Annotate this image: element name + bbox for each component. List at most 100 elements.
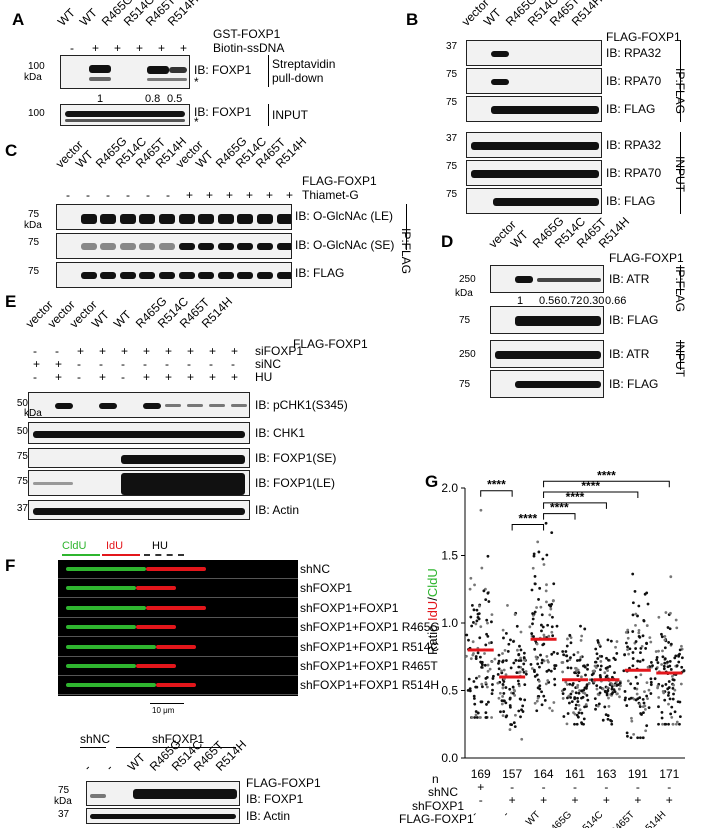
g-point-2-13 [539, 623, 543, 627]
g-point-6-18 [657, 615, 661, 619]
fiber-scale-bar: 10 μm [152, 706, 175, 715]
g-point-4-14 [610, 675, 614, 679]
g-point-2-96 [544, 589, 548, 593]
g-point-5-91 [641, 634, 645, 638]
g-point-0-9 [486, 663, 490, 667]
g-point-0-39 [479, 508, 483, 512]
panel-b-input-side: INPUT [673, 156, 687, 192]
g-point-5-30 [630, 719, 634, 723]
g-point-6-79 [663, 646, 667, 650]
panel-b-input-label-2: IB: FLAG [606, 194, 656, 208]
g-point-4-109 [594, 647, 598, 651]
g-point-5-11 [633, 590, 637, 593]
g-point-4-106 [605, 691, 609, 695]
g-point-4-89 [618, 681, 622, 685]
g-point-1-70 [512, 661, 516, 665]
panel-f-actin-blot [86, 808, 240, 824]
g-point-0-26 [466, 688, 470, 692]
g-point-6-93 [657, 649, 660, 653]
g-point-2-35 [554, 664, 558, 667]
g-point-2-73 [530, 588, 534, 592]
g-n-2: 164 [534, 767, 554, 781]
g-point-6-48 [679, 682, 683, 686]
g-point-2-40 [532, 554, 536, 558]
g-point-1-40 [502, 692, 506, 695]
g-point-1-71 [524, 672, 528, 676]
panel-a-side-streptavidin: Streptavidin [272, 57, 336, 71]
g-point-5-17 [631, 657, 635, 660]
g-n-3: 161 [565, 767, 585, 781]
g-point-6-31 [655, 656, 659, 659]
g-point-2-103 [547, 603, 551, 607]
g-point-4-35 [610, 722, 614, 726]
g-point-4-54 [618, 687, 621, 691]
panel-c-band-2-2 [100, 272, 117, 279]
g-point-1-73 [520, 708, 523, 712]
g-point-1-84 [513, 689, 517, 693]
g-point-2-1 [550, 531, 554, 535]
g-point-6-59 [668, 697, 672, 701]
g-point-6-60 [674, 722, 678, 726]
panel-e-row-0-val-6: + [165, 344, 173, 358]
panel-c-band-0-9 [237, 214, 254, 224]
g-point-2-51 [537, 679, 541, 683]
panel-a-pulldown-blot [60, 55, 190, 89]
g-point-1-31 [504, 659, 508, 662]
g-point-1-74 [515, 671, 519, 675]
g-point-4-82 [613, 658, 617, 662]
g-flag-6: R514H [639, 809, 669, 828]
g-point-1-109 [508, 697, 512, 701]
g-point-0-74 [475, 619, 479, 623]
g-point-6-40 [661, 684, 664, 688]
g-point-0-77 [484, 677, 488, 680]
panel-d-input-mw-1: 75 [459, 379, 471, 390]
g-point-0-106 [467, 677, 471, 681]
panel-c-band-2-4 [139, 272, 156, 279]
panel-a-quant-2: 0.8 [145, 93, 161, 105]
panel-d-input-blot-0 [490, 340, 604, 368]
panel-c-pm-6: + [186, 188, 194, 202]
g-point-0-97 [475, 676, 478, 680]
g-point-5-59 [642, 711, 645, 715]
g-point-1-51 [519, 630, 523, 634]
g-point-6-65 [657, 722, 660, 726]
g-ytick-label-3: 1.5 [441, 549, 458, 563]
g-point-0-42 [490, 660, 494, 664]
g-point-2-61 [551, 615, 554, 619]
panel-f-lane-2: WT [124, 750, 148, 774]
g-point-3-28 [567, 701, 571, 705]
g-point-1-101 [512, 640, 515, 643]
g-point-2-69 [548, 706, 552, 710]
panel-e-row-0-val-0: - [33, 344, 37, 358]
g-point-0-10 [468, 687, 472, 690]
panel-c-ib-3: IB: FLAG [295, 266, 345, 280]
g-point-5-73 [633, 686, 637, 690]
panel-e-row-2-val-1: + [55, 370, 63, 384]
panel-e-row-1-val-1: + [55, 357, 63, 371]
g-point-2-108 [536, 696, 540, 700]
g-point-0-58 [474, 657, 478, 661]
g-point-0-109 [480, 666, 483, 669]
g-point-6-103 [660, 716, 664, 720]
g-point-5-61 [645, 641, 648, 645]
g-point-1-57 [524, 670, 528, 673]
g-point-1-97 [514, 658, 518, 662]
g-point-2-102 [530, 667, 534, 670]
g-point-1-3 [516, 648, 519, 652]
panel-b-ip-mw-1: 75 [446, 69, 458, 80]
g-point-5-33 [637, 631, 641, 635]
g-point-0-79 [485, 618, 489, 622]
g-point-6-98 [667, 680, 671, 683]
g-point-0-99 [490, 716, 494, 719]
g-point-5-93 [639, 673, 643, 677]
g-point-1-43 [523, 683, 527, 686]
g-point-6-56 [662, 667, 666, 671]
panel-f-mw-37: 37 [58, 809, 70, 820]
g-point-5-80 [649, 683, 653, 687]
g-sig-bracket-3 [543, 491, 639, 499]
g-point-1-102 [513, 613, 517, 616]
panel-g-row-shfoxp1: shFOXP1 [412, 799, 465, 813]
g-point-1-19 [522, 651, 526, 655]
g-point-5-54 [643, 690, 646, 694]
panel-c-pm-5: - [166, 188, 170, 202]
